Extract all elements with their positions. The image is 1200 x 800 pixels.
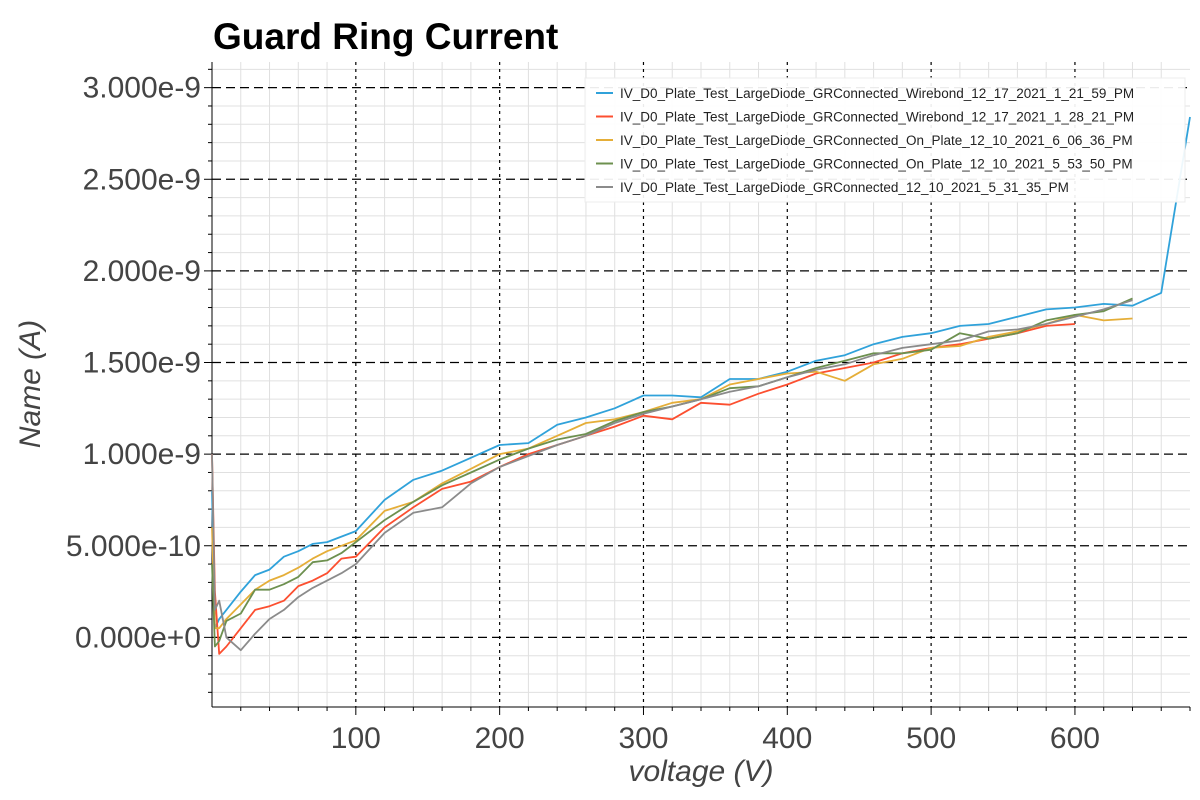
legend: IV_D0_Plate_Test_LargeDiode_GRConnected_… [584, 77, 1186, 203]
series-line [211, 116, 1191, 630]
y-tick-label: 2.500e-9 [83, 163, 201, 196]
x-axis-label: voltage (V) [628, 755, 773, 788]
y-tick-label: 1.500e-9 [83, 347, 201, 380]
x-tick-label: 200 [475, 722, 525, 755]
y-tick-label: 5.000e-10 [66, 530, 201, 563]
legend-item-label: IV_D0_Plate_Test_LargeDiode_GRConnected_… [620, 157, 1133, 172]
x-tick-label: 100 [331, 722, 381, 755]
chart-title: Guard Ring Current [213, 16, 559, 57]
x-tick-label: 500 [906, 722, 956, 755]
y-axis-label: Name (A) [14, 320, 47, 448]
legend-item-label: IV_D0_Plate_Test_LargeDiode_GRConnected_… [620, 110, 1134, 125]
y-tick-labels: 0.000e+0 5.000e-10 1.000e-9 1.500e-9 2.000e-… [66, 72, 201, 655]
x-tick-label: 400 [762, 722, 812, 755]
series-lines [211, 116, 1191, 655]
x-tick-labels: 100 200 300 400 500 600 [331, 722, 1100, 755]
series-line [211, 299, 1133, 652]
legend-item-label: IV_D0_Plate_Test_LargeDiode_GRConnected_… [620, 180, 1069, 195]
minor-grid [212, 62, 1190, 707]
series-line [211, 313, 1133, 630]
y-tick-label: 3.000e-9 [83, 72, 201, 105]
x-tick-label: 600 [1050, 722, 1100, 755]
legend-box [584, 77, 1186, 203]
x-tick-label: 300 [618, 722, 668, 755]
y-tick-label: 0.000e+0 [75, 621, 201, 654]
y-tick-label: 2.000e-9 [83, 255, 201, 288]
legend-item-label: IV_D0_Plate_Test_LargeDiode_GRConnected_… [620, 86, 1134, 101]
axes [204, 62, 1191, 715]
legend-item-label: IV_D0_Plate_Test_LargeDiode_GRConnected_… [620, 133, 1133, 148]
y-tick-label: 1.000e-9 [83, 438, 201, 471]
